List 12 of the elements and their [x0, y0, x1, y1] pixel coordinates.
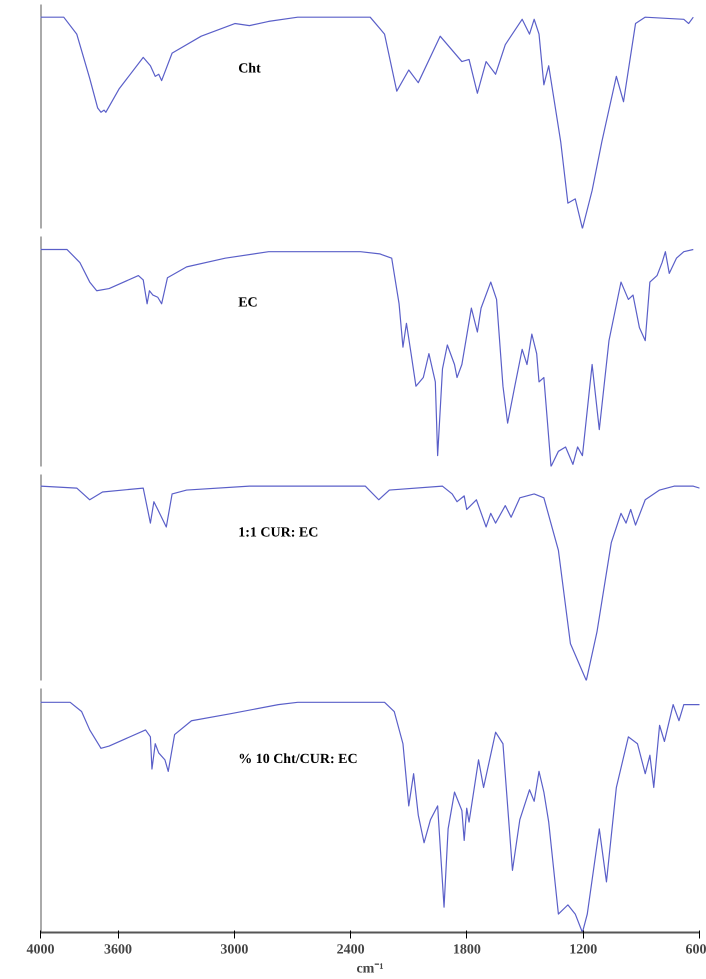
x-tick-label: 3000	[220, 942, 248, 958]
x-tick-label: 4000	[26, 942, 54, 958]
text: Cht	[238, 61, 262, 76]
text: 1:1 CUR: EC	[238, 526, 318, 541]
x-tick-label: 2400	[336, 942, 365, 958]
text: EC	[238, 295, 258, 310]
x-tick-label: 1800	[452, 942, 481, 958]
text: % 10 Cht/CUR: EC	[238, 752, 358, 767]
x-tick-label: 3600	[104, 942, 132, 958]
x-tick-label: 1200	[569, 942, 598, 958]
x-axis-title: cm⁻¹	[356, 962, 384, 976]
x-tick-label: 600	[686, 942, 706, 958]
